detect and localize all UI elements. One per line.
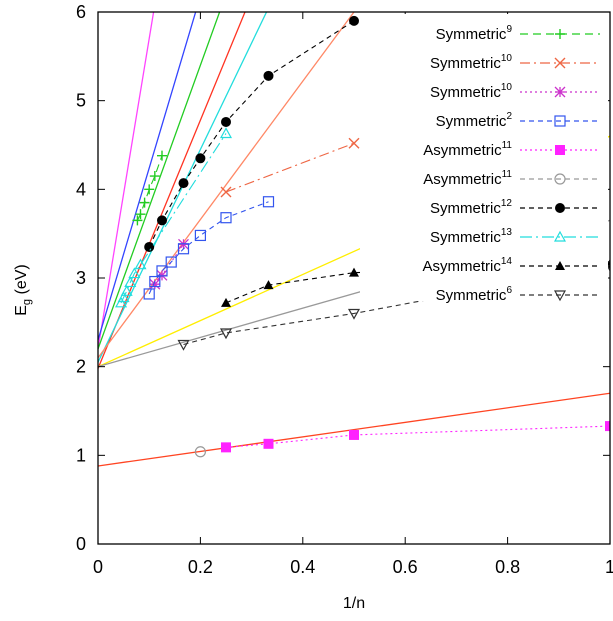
legend-label-sup: 11 bbox=[502, 169, 513, 180]
y-tick-label: 6 bbox=[76, 2, 86, 22]
y-axis-title-rest: (eV) bbox=[13, 264, 30, 299]
legend-label-name: Asymmetric bbox=[423, 258, 502, 275]
series-6-point bbox=[157, 215, 167, 225]
series-6-point bbox=[349, 16, 359, 26]
y-tick-label: 0 bbox=[76, 534, 86, 554]
legend-label: Symmetric12 bbox=[430, 198, 512, 217]
legend-label-sup: 14 bbox=[501, 256, 513, 267]
series-2-point bbox=[150, 279, 160, 289]
series-3 bbox=[144, 197, 273, 299]
series-0-point bbox=[140, 198, 150, 208]
series-4-point bbox=[349, 430, 359, 440]
x-tick-label: 1 bbox=[605, 557, 613, 577]
legend-label-sup: 9 bbox=[506, 24, 512, 35]
y-tick-label: 2 bbox=[76, 357, 86, 377]
series-6-point bbox=[263, 71, 273, 81]
x-tick-label: 0.4 bbox=[290, 557, 315, 577]
legend-label-name: Asymmetric bbox=[423, 142, 502, 159]
legend-label-name: Symmetric bbox=[430, 84, 501, 101]
series-3-point bbox=[195, 230, 205, 240]
legend: Symmetric9Symmetric10Symmetric10Symmetri… bbox=[360, 14, 608, 304]
legend-label-sup: 13 bbox=[501, 227, 513, 238]
legend-label-name: Symmetric bbox=[436, 287, 507, 304]
series-6-line bbox=[149, 21, 354, 247]
legend-label-sup: 6 bbox=[506, 285, 512, 296]
legend-label-sup: 10 bbox=[501, 82, 513, 93]
series-1-line bbox=[226, 143, 354, 192]
series-4-point bbox=[263, 439, 273, 449]
series-8-point bbox=[221, 298, 231, 307]
series-1 bbox=[221, 138, 359, 197]
legend-label-name: Symmetric bbox=[430, 229, 501, 246]
legend-label-name: Symmetric bbox=[430, 200, 501, 217]
series-6-point bbox=[221, 117, 231, 127]
x-tick-label: 0.6 bbox=[393, 557, 418, 577]
legend-label: Asymmetric11 bbox=[423, 140, 512, 159]
legend-marker bbox=[555, 203, 565, 213]
series-1-point bbox=[349, 138, 359, 148]
legend-label: Symmetric13 bbox=[430, 227, 512, 246]
x-tick-label: 0.8 bbox=[495, 557, 520, 577]
legend-label-sup: 11 bbox=[502, 140, 513, 151]
series-1-point bbox=[221, 187, 231, 197]
legend-label: Symmetric6 bbox=[436, 285, 513, 304]
x-axis-title: 1/n bbox=[343, 595, 365, 612]
series-4 bbox=[221, 421, 613, 452]
series-6-point bbox=[144, 242, 154, 252]
x-tick-label: 0.2 bbox=[188, 557, 213, 577]
y-tick-label: 4 bbox=[76, 179, 86, 199]
y-axis-title: Eg (eV) bbox=[13, 264, 33, 315]
legend-label-name: Asymmetric bbox=[423, 171, 502, 188]
legend-label: Asymmetric14 bbox=[423, 256, 513, 275]
series-6 bbox=[144, 16, 359, 252]
y-tick-label: 1 bbox=[76, 445, 86, 465]
y-tick-label: 3 bbox=[76, 268, 86, 288]
series-0-point bbox=[150, 171, 160, 181]
x-tick-label: 0 bbox=[93, 557, 103, 577]
legend-label-sup: 2 bbox=[506, 111, 512, 122]
legend-label-sup: 10 bbox=[501, 53, 513, 64]
legend-label-name: Symmetric bbox=[430, 55, 501, 72]
legend-label: Symmetric10 bbox=[430, 82, 512, 101]
series-0-point bbox=[157, 151, 167, 161]
series-0-point bbox=[144, 184, 154, 194]
series-6-point bbox=[195, 153, 205, 163]
y-tick-label: 5 bbox=[76, 91, 86, 111]
legend-label-sup: 12 bbox=[501, 198, 513, 209]
legend-label-name: Symmetric bbox=[436, 26, 507, 43]
fit-line-8 bbox=[98, 393, 610, 466]
series-6-point bbox=[179, 178, 189, 188]
y-axis-title-main: E bbox=[13, 305, 30, 316]
legend-label: Symmetric9 bbox=[436, 24, 513, 43]
legend-label: Symmetric10 bbox=[430, 53, 512, 72]
legend-marker bbox=[555, 87, 565, 97]
legend-label: Asymmetric11 bbox=[423, 169, 512, 188]
series-7 bbox=[116, 128, 231, 306]
legend-label: Symmetric2 bbox=[436, 111, 513, 130]
series-7-point bbox=[221, 128, 231, 137]
series-4-line bbox=[226, 426, 610, 447]
legend-label-name: Symmetric bbox=[436, 113, 507, 130]
legend-marker bbox=[555, 145, 565, 155]
series-4-point bbox=[605, 421, 613, 431]
series-4-point bbox=[221, 442, 231, 452]
